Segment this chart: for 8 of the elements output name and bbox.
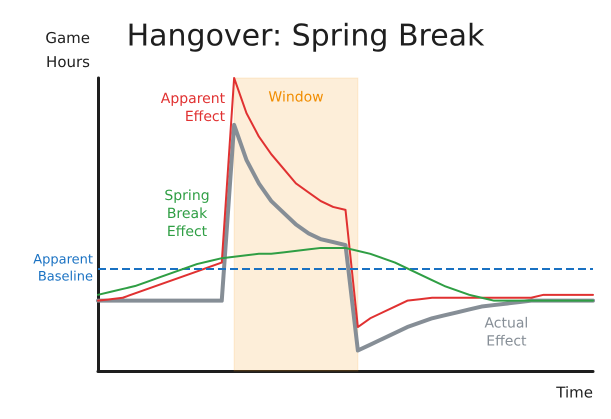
annotation: Window — [268, 90, 324, 106]
ref-line-label: Apparent Baseline — [33, 252, 93, 284]
series-label: Apparent Effect — [160, 91, 226, 125]
series-label: Spring Break Effect — [164, 188, 210, 240]
x-axis-title: Time — [555, 384, 593, 402]
y-axis-title: Game Hours — [45, 29, 90, 71]
series-label: Actual Effect — [484, 316, 528, 350]
chart-title: Hangover: Spring Break — [126, 18, 486, 54]
